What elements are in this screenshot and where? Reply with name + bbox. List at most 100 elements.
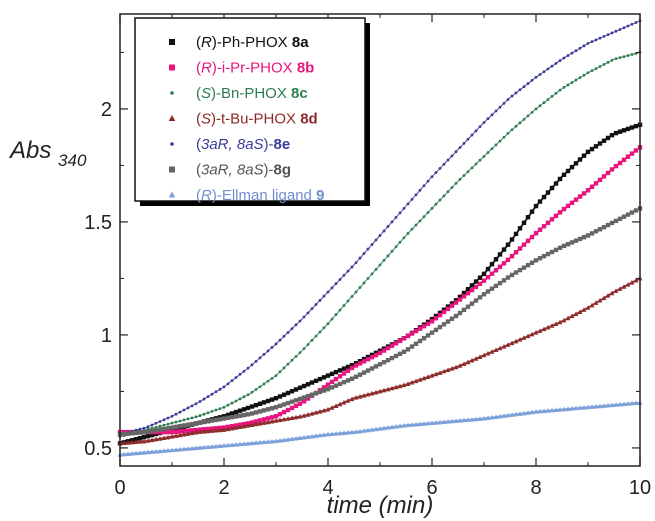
data-point <box>493 283 499 289</box>
data-point <box>341 380 347 385</box>
data-point <box>289 399 295 404</box>
data-point <box>197 429 203 434</box>
data-point <box>237 424 243 430</box>
data-point <box>333 403 339 409</box>
data-point <box>585 149 591 155</box>
data-point <box>245 440 251 446</box>
data-point <box>409 422 415 427</box>
data-point <box>446 190 450 194</box>
data-point <box>377 362 383 367</box>
data-point <box>633 277 639 283</box>
data-point <box>337 374 343 379</box>
data-point <box>569 240 575 245</box>
data-point <box>282 334 286 338</box>
data-point <box>121 431 127 437</box>
legend-label-part: 8d <box>300 111 318 128</box>
legend-label: (S)-t-Bu-PHOX 8d <box>196 111 318 128</box>
data-point <box>153 436 159 442</box>
data-point <box>281 402 287 407</box>
data-point <box>321 375 327 380</box>
data-point <box>405 381 411 386</box>
data-point <box>358 256 362 260</box>
data-point <box>634 21 638 24</box>
data-point <box>573 197 579 202</box>
data-point <box>357 358 363 364</box>
data-point <box>317 389 323 395</box>
data-point <box>433 420 439 425</box>
legend-marker <box>169 166 175 173</box>
data-point <box>245 423 251 428</box>
data-point <box>525 215 531 220</box>
data-point <box>586 41 590 45</box>
data-point <box>450 186 454 189</box>
data-point <box>277 438 283 443</box>
data-point <box>465 359 471 365</box>
data-point <box>314 334 318 338</box>
data-point <box>458 146 462 149</box>
data-point <box>141 430 147 435</box>
data-point <box>561 172 567 178</box>
data-point <box>562 85 566 89</box>
series-line <box>119 277 641 445</box>
data-point <box>566 54 570 57</box>
data-point <box>354 261 358 264</box>
data-point <box>289 436 295 442</box>
data-point <box>545 408 551 413</box>
data-point <box>521 335 527 340</box>
y-tick-label: 0.5 <box>84 438 112 460</box>
data-point <box>385 345 391 351</box>
data-point <box>398 240 402 244</box>
data-point <box>161 435 167 441</box>
data-point <box>281 437 287 443</box>
data-point <box>326 322 330 326</box>
data-point <box>213 443 219 449</box>
data-point <box>441 322 447 327</box>
data-point <box>581 404 587 410</box>
data-point <box>414 193 418 197</box>
data-point <box>185 446 191 451</box>
data-point <box>142 426 146 430</box>
data-point <box>369 352 375 358</box>
data-point <box>581 235 587 240</box>
data-point <box>573 405 579 411</box>
data-point <box>214 408 218 412</box>
data-point <box>485 266 491 272</box>
data-point <box>198 400 202 403</box>
data-point <box>225 415 231 421</box>
data-point <box>229 414 235 420</box>
data-point <box>162 423 166 427</box>
data-point <box>353 395 359 400</box>
data-point <box>574 49 578 53</box>
data-point <box>593 181 599 186</box>
data-point <box>533 203 539 209</box>
data-point <box>426 211 430 214</box>
data-point <box>329 431 335 437</box>
data-point <box>337 368 343 373</box>
data-point <box>145 449 151 455</box>
data-point <box>614 29 618 33</box>
data-point <box>573 161 579 166</box>
data-point <box>177 446 183 452</box>
data-point <box>129 439 135 445</box>
data-point <box>497 264 503 269</box>
series-4 <box>118 19 642 436</box>
data-point <box>409 331 415 336</box>
data-point <box>618 56 622 60</box>
data-point <box>425 321 431 326</box>
data-point <box>413 341 419 346</box>
data-point <box>561 243 567 249</box>
data-point <box>418 219 422 223</box>
data-point <box>441 368 447 374</box>
data-point <box>530 110 534 114</box>
data-point <box>557 210 563 215</box>
data-point <box>381 348 387 353</box>
data-point <box>210 410 214 413</box>
data-point <box>401 422 407 428</box>
data-point <box>490 147 494 151</box>
data-point <box>321 432 327 437</box>
data-point <box>385 425 391 430</box>
data-point <box>129 451 135 456</box>
data-point <box>545 324 551 330</box>
data-point <box>481 271 487 277</box>
data-point <box>513 270 519 275</box>
